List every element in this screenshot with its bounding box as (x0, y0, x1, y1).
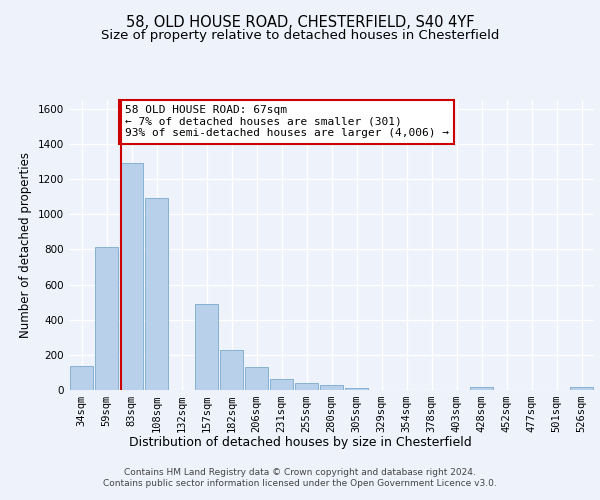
Text: 58, OLD HOUSE ROAD, CHESTERFIELD, S40 4YF: 58, OLD HOUSE ROAD, CHESTERFIELD, S40 4Y… (126, 15, 474, 30)
Bar (270, 378, 293, 390)
Bar (320, 386, 343, 390)
Text: 58 OLD HOUSE ROAD: 67sqm
← 7% of detached houses are smaller (301)
93% of semi-d: 58 OLD HOUSE ROAD: 67sqm ← 7% of detache… (125, 106, 449, 138)
Bar (95, 247, 118, 390)
Text: Contains public sector information licensed under the Open Government Licence v3: Contains public sector information licen… (103, 480, 497, 488)
Bar (345, 388, 368, 390)
Bar (70, 366, 93, 390)
Bar (220, 350, 243, 390)
Bar (245, 367, 268, 390)
Bar (295, 384, 318, 390)
Y-axis label: Number of detached properties: Number of detached properties (19, 152, 32, 338)
Text: Contains HM Land Registry data © Crown copyright and database right 2024.: Contains HM Land Registry data © Crown c… (124, 468, 476, 477)
Bar (195, 304, 218, 390)
Bar (120, 164, 143, 390)
Text: Distribution of detached houses by size in Chesterfield: Distribution of detached houses by size … (128, 436, 472, 449)
Bar (470, 387, 493, 390)
Text: Size of property relative to detached houses in Chesterfield: Size of property relative to detached ho… (101, 30, 499, 43)
Bar (570, 388, 593, 390)
Bar (145, 198, 168, 390)
